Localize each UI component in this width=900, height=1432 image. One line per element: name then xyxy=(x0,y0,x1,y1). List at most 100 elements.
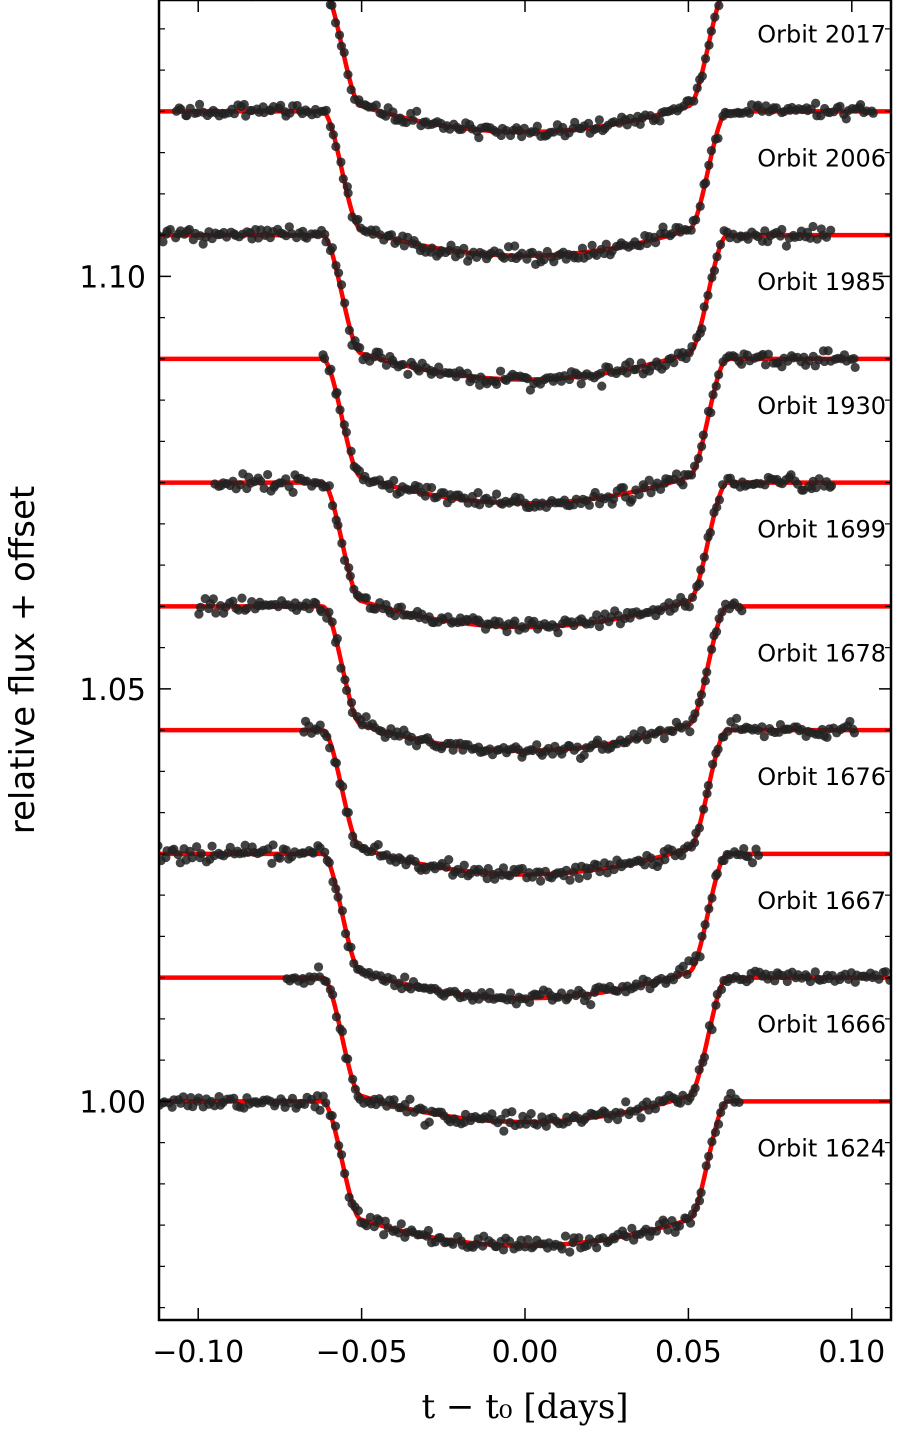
data-point xyxy=(334,30,345,40)
data-point xyxy=(194,609,204,619)
data-point xyxy=(192,842,202,852)
data-point xyxy=(165,224,175,235)
data-point xyxy=(582,991,592,1001)
data-point xyxy=(275,853,285,863)
data-point xyxy=(700,54,711,64)
data-point xyxy=(361,593,371,603)
series-orbit-1667 xyxy=(159,840,891,1010)
data-point xyxy=(400,972,410,982)
series-label: Orbit 1676 xyxy=(757,763,886,791)
data-point xyxy=(596,368,606,378)
data-point xyxy=(339,420,349,430)
data-point xyxy=(711,1000,721,1010)
data-point xyxy=(594,621,605,632)
data-point xyxy=(682,969,692,979)
data-point xyxy=(701,1161,711,1171)
data-point xyxy=(590,487,600,498)
data-point xyxy=(618,483,628,493)
series-label: Orbit 2006 xyxy=(757,144,886,172)
data-point xyxy=(321,237,331,247)
data-point xyxy=(532,740,542,750)
data-point xyxy=(708,759,718,769)
data-point xyxy=(325,122,336,132)
data-point xyxy=(426,483,437,493)
data-point xyxy=(313,962,324,972)
data-point xyxy=(744,108,755,118)
data-point xyxy=(718,1101,728,1111)
data-point xyxy=(441,862,451,872)
data-point xyxy=(211,608,221,618)
data-point xyxy=(760,480,770,490)
x-axis-label: t − t₀ [days] xyxy=(421,1387,628,1427)
data-point xyxy=(343,1054,353,1064)
data-point xyxy=(505,988,516,998)
x-tick-label: 0.05 xyxy=(655,1335,722,1370)
data-point xyxy=(868,108,878,118)
data-point xyxy=(350,1084,360,1094)
data-point xyxy=(178,1092,188,1102)
data-point xyxy=(196,849,206,859)
data-point xyxy=(520,623,530,633)
data-point xyxy=(173,849,183,860)
data-point xyxy=(826,225,836,235)
data-point xyxy=(702,667,712,677)
data-point xyxy=(587,240,597,250)
data-point xyxy=(814,474,824,484)
data-point xyxy=(841,114,851,124)
x-tick-label: 0.10 xyxy=(818,1335,885,1370)
data-point xyxy=(850,362,860,373)
data-point xyxy=(660,854,670,865)
data-point xyxy=(361,712,371,722)
data-point xyxy=(642,735,652,745)
data-point xyxy=(835,101,845,111)
data-point xyxy=(821,232,832,242)
data-point xyxy=(229,1093,239,1103)
data-point xyxy=(321,1098,331,1108)
data-point xyxy=(594,115,604,125)
data-point xyxy=(597,381,607,391)
data-point xyxy=(707,1025,717,1035)
data-point xyxy=(674,1221,685,1231)
data-point xyxy=(208,594,218,604)
data-point xyxy=(478,1241,488,1251)
data-point xyxy=(690,1083,700,1093)
data-point xyxy=(736,359,747,369)
series-orbit-1676 xyxy=(159,713,891,886)
data-point xyxy=(344,563,354,573)
data-point xyxy=(308,848,318,858)
data-point xyxy=(371,100,381,110)
data-point xyxy=(694,697,704,707)
data-point xyxy=(697,931,707,941)
data-point xyxy=(636,358,646,368)
data-point xyxy=(849,728,859,738)
data-point xyxy=(267,858,277,868)
data-point xyxy=(233,605,244,615)
data-point xyxy=(446,240,456,250)
data-point xyxy=(640,860,650,870)
data-point xyxy=(496,1114,506,1124)
data-point xyxy=(333,520,343,530)
data-point xyxy=(781,241,792,251)
y-axis-label: relative flux + offset xyxy=(3,486,43,834)
data-point xyxy=(516,1235,526,1245)
data-point xyxy=(636,1113,646,1123)
data-point xyxy=(348,831,358,841)
data-point xyxy=(475,618,485,628)
data-point xyxy=(194,1093,204,1103)
data-point xyxy=(376,353,387,363)
data-point xyxy=(398,359,408,370)
data-point xyxy=(239,99,249,110)
data-point xyxy=(194,99,205,109)
data-point xyxy=(336,280,347,290)
data-point xyxy=(639,483,650,493)
data-point xyxy=(381,360,391,370)
data-point xyxy=(237,593,247,603)
data-point xyxy=(365,1212,375,1222)
data-point xyxy=(405,1094,415,1104)
data-point xyxy=(235,480,245,490)
data-point xyxy=(713,133,723,143)
data-point xyxy=(693,453,704,464)
data-point xyxy=(353,214,363,225)
data-point xyxy=(373,839,383,850)
